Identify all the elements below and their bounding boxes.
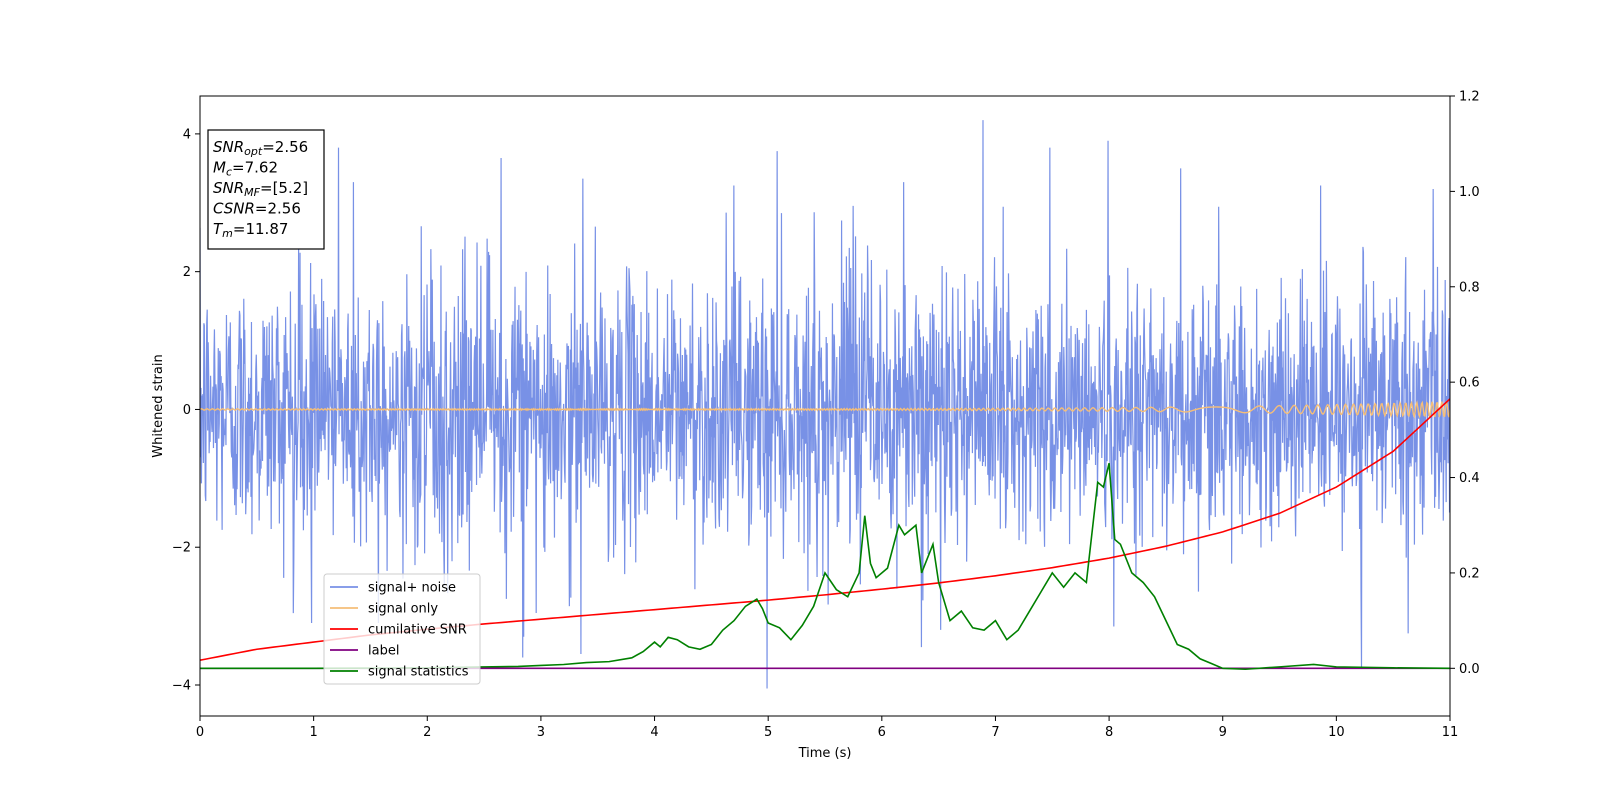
- info-value: =11.87: [233, 220, 289, 238]
- series-signal-statistics: [200, 463, 1450, 671]
- info-subscript: MF: [244, 186, 260, 199]
- y-right-tick-label: 0.6: [1459, 376, 1480, 391]
- info-value: =2.56: [262, 138, 308, 156]
- info-subscript: opt: [244, 145, 263, 158]
- info-value: =[5.2]: [260, 179, 308, 197]
- info-line: CSNR=2.56: [213, 200, 301, 218]
- y-axis-label: Whitened strain: [151, 354, 166, 457]
- x-tick-label: 1: [309, 725, 317, 740]
- x-tick-label: 5: [764, 725, 772, 740]
- x-tick-label: 10: [1328, 725, 1345, 740]
- y-left-axis-ticks: −4 −2 0 2 4: [172, 127, 200, 694]
- info-box-frame: [207, 129, 325, 250]
- y-right-tick-label: 0.2: [1459, 566, 1480, 581]
- x-tick-label: 0: [196, 725, 204, 740]
- x-tick-label: 8: [1105, 725, 1113, 740]
- info-symbol: CSNR: [213, 200, 255, 218]
- legend-frame: [323, 573, 481, 685]
- x-tick-label: 2: [423, 725, 431, 740]
- legend-label: signal only: [368, 602, 438, 617]
- x-tick-label: 11: [1442, 725, 1459, 740]
- legend: signal+ noise signal only cumilative SNR la…: [323, 573, 481, 685]
- y-right-tick-label: 1.0: [1459, 185, 1480, 200]
- info-symbol: SNR: [213, 179, 244, 197]
- y-left-tick-label: 0: [183, 403, 191, 418]
- y-left-tick-label: 4: [183, 127, 191, 142]
- info-value: =2.56: [255, 200, 301, 218]
- info-lines: SNRopt=2.56Mc=7.62SNRMF=[5.2]CSNR=2.56Tm…: [213, 138, 308, 240]
- x-tick-label: 7: [991, 725, 999, 740]
- info-line: Tm=11.87: [213, 220, 288, 240]
- x-axis-ticks: 0 1 2 3 4 5 6 7 8 9 10 11: [196, 716, 1458, 740]
- series-signal-noise: [200, 120, 1450, 689]
- x-tick-label: 3: [537, 725, 545, 740]
- y-left-tick-label: −4: [172, 679, 191, 694]
- legend-label: cumilative SNR: [368, 623, 467, 638]
- legend-items: signal+ noise signal only cumilative SNR la…: [330, 581, 469, 680]
- x-axis-label: Time (s): [798, 746, 852, 761]
- x-tick-label: 4: [650, 725, 658, 740]
- y-right-tick-label: 0.4: [1459, 471, 1480, 486]
- y-left-tick-label: 2: [183, 265, 191, 280]
- x-tick-label: 9: [1219, 725, 1227, 740]
- x-tick-label: 6: [878, 725, 886, 740]
- info-subscript: m: [222, 227, 233, 240]
- y-right-tick-label: 1.2: [1459, 90, 1480, 105]
- y-right-axis-ticks: 0.0 0.2 0.4 0.6 0.8 1.0 1.2: [1450, 90, 1480, 677]
- info-line: SNRopt=2.56: [213, 138, 308, 158]
- y-right-tick-label: 0.0: [1459, 662, 1480, 677]
- info-box: SNRopt=2.56Mc=7.62SNRMF=[5.2]CSNR=2.56Tm…: [207, 129, 325, 250]
- legend-label: signal+ noise: [368, 581, 456, 596]
- legend-label: signal statistics: [368, 665, 469, 680]
- info-symbol: SNR: [213, 138, 244, 156]
- legend-label: label: [368, 644, 399, 659]
- info-symbol: T: [213, 220, 224, 238]
- info-value: =7.62: [232, 159, 278, 177]
- info-subscript: c: [226, 166, 232, 179]
- series-signal-only: [200, 400, 1450, 420]
- info-symbol: M: [213, 159, 226, 177]
- y-left-tick-label: −2: [172, 541, 191, 556]
- y-right-tick-label: 0.8: [1459, 280, 1480, 295]
- info-line: SNRMF=[5.2]: [213, 179, 308, 199]
- info-line: Mc=7.62: [213, 159, 278, 179]
- axes-frame: [199, 95, 1451, 717]
